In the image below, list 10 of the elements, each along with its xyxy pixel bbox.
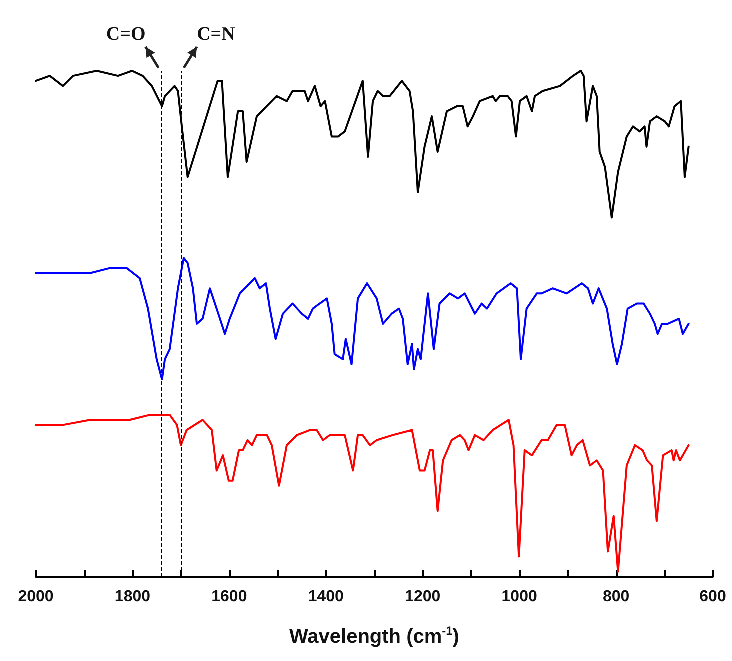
x-tick-label: 1200 <box>405 588 441 606</box>
x-tick-label: 1800 <box>114 588 151 606</box>
x-tick-label: 2000 <box>18 588 54 606</box>
x-tick-label: 800 <box>602 588 630 606</box>
x-tick-label: 600 <box>700 588 726 606</box>
x-tick-label: 1600 <box>212 588 248 606</box>
ref-line-label: C=O <box>106 24 146 45</box>
ref-line-label: C=N <box>197 24 236 45</box>
x-tick-label: 1400 <box>308 588 344 606</box>
x-tick-label: 1000 <box>502 588 538 606</box>
